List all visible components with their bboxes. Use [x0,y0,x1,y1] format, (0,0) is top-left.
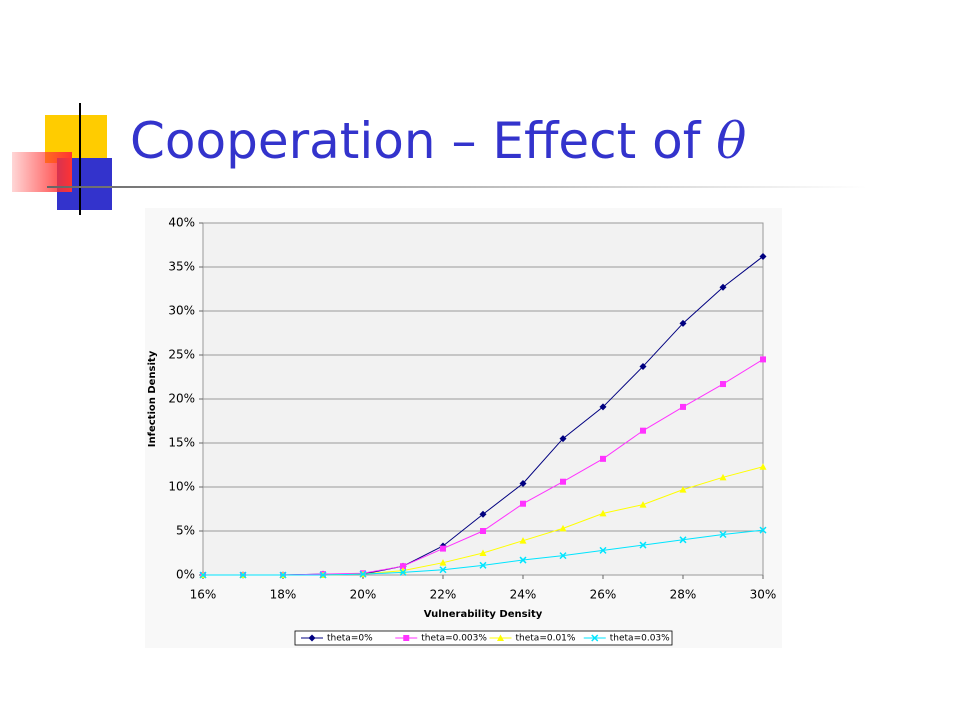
y-tick-label: 35% [168,260,195,274]
marker [400,563,406,570]
marker [279,571,287,579]
marker [639,541,647,549]
chart: 0% 5% 10% 15% 20% 25% 30% 35% 40% 16% 18% 20% 22% 24%… [147,216,776,646]
marker [479,549,487,556]
y-tick-label: 5% [176,524,195,538]
legend-label: theta=0.01% [516,634,576,644]
marker [600,455,606,462]
marker [639,362,647,370]
marker [599,403,607,411]
marker [719,530,727,539]
y-tick-label: 40% [168,216,195,230]
marker [759,252,767,260]
marker [479,561,487,569]
y-tick-label: 25% [168,348,195,362]
marker [679,536,687,544]
legend-label: theta=0.003% [421,634,487,644]
title-symbol: θ [716,112,746,170]
x-tick-label: 24% [510,588,537,602]
marker [359,570,367,578]
marker [559,552,567,560]
marker [759,463,767,470]
y-tick-label: 30% [168,304,195,318]
marker [480,528,486,534]
marker [519,479,527,487]
marker [640,427,646,434]
x-tick-label: 22% [430,588,457,602]
marker [599,546,607,554]
marker [519,556,527,564]
marker [559,524,567,532]
marker [239,571,247,579]
marker [520,500,526,507]
marker [759,526,767,534]
legend-marker [591,634,599,642]
y-tick-label: 15% [168,436,195,450]
marker [199,571,207,579]
marker [439,566,447,574]
x-tick-label: 20% [350,588,377,602]
marker [559,435,567,443]
legend-box [294,630,673,646]
marker [319,571,327,579]
marker [719,473,727,481]
marker [399,568,407,576]
legend-label: theta=0.03% [610,634,670,644]
x-tick-label: 16% [190,588,217,602]
legend-marker [403,635,410,641]
marker [639,501,647,508]
marker [680,403,686,410]
y-tick-label: 20% [168,392,195,406]
marker [439,559,447,566]
marker [560,478,566,485]
x-tick-label: 28% [670,588,697,602]
y-tick-label: 0% [176,568,195,582]
marker [440,545,446,552]
deco-rule [47,186,867,188]
slide-title: Cooperation – Effect of θ [130,112,746,170]
marker [720,381,726,388]
x-tick-label: 18% [270,588,297,602]
marker [679,486,687,493]
x-tick-label: 26% [590,588,617,602]
legend-marker [308,634,316,642]
deco-square [12,152,72,192]
x-tick-label: 30% [750,588,777,602]
x-axis-title: Vulnerability Density [424,609,543,620]
marker [519,537,527,544]
legend-marker [497,634,504,641]
marker [679,319,687,327]
marker [599,509,607,517]
marker [479,510,487,518]
title-text: Cooperation – Effect of [130,112,702,170]
marker [719,283,727,291]
y-tick-label: 10% [168,480,195,494]
legend-label: theta=0% [327,634,373,644]
marker [760,356,766,363]
y-axis-title: Infection Density [147,350,158,447]
